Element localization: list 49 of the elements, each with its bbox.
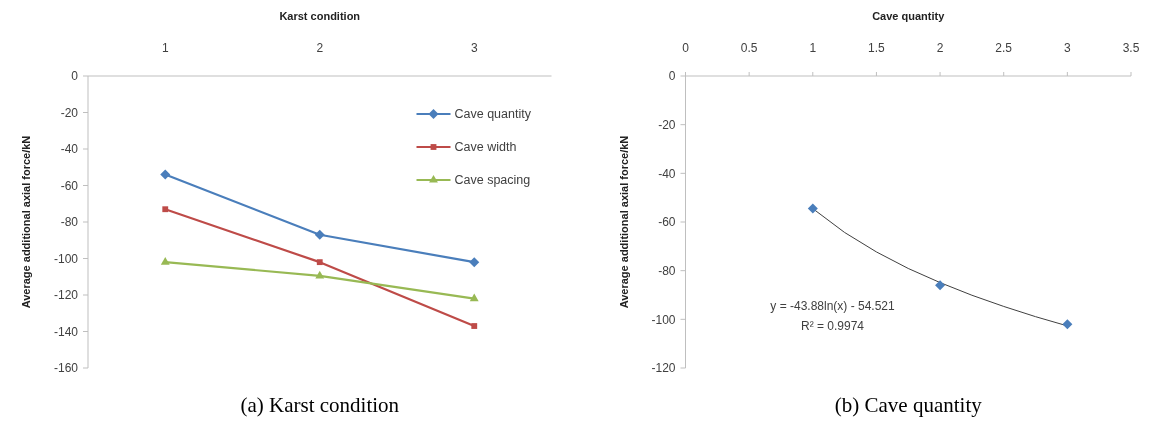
text: (a) Karst condition	[240, 393, 400, 417]
x-tick-label: 3	[1064, 41, 1072, 55]
x-tick-label: 1	[809, 41, 817, 55]
x-tick-label: 3	[470, 41, 478, 55]
point	[1062, 319, 1073, 330]
point	[469, 257, 480, 268]
point	[314, 229, 325, 240]
y-tick-label: -160	[53, 361, 79, 376]
y-tick-label: -80	[60, 215, 79, 230]
point	[160, 169, 171, 180]
legend-label: Cave spacing	[454, 173, 531, 188]
y-tick-label: 0	[71, 69, 79, 84]
y-axis-title: Average additional axial force/kN	[617, 135, 630, 309]
annotation: R² = 0.9974	[800, 319, 865, 333]
x-axis-title: Karst condition	[279, 10, 361, 22]
y-axis-title: Average additional axial force/kN	[20, 135, 32, 309]
x-tick-label: 1.5	[868, 41, 886, 55]
legend-label: Cave quantity	[454, 107, 532, 122]
y-tick-label: -60	[60, 178, 79, 193]
x-tick-label: 2.5	[995, 41, 1013, 55]
x-tick-label: 0	[682, 41, 690, 55]
y-tick-label: -20	[60, 105, 79, 120]
y-tick-label: -40	[658, 166, 676, 181]
point	[316, 259, 323, 266]
y-tick-label: -100	[651, 312, 676, 327]
x-tick-label: 2	[316, 41, 324, 55]
x-tick-label: 0.5	[740, 41, 758, 55]
text: (b) Cave quantity	[834, 393, 983, 417]
y-tick-label: -40	[60, 142, 79, 157]
y-tick-label: -120	[53, 288, 79, 303]
y-tick-label: 0	[668, 69, 676, 84]
y-tick-label: -140	[53, 324, 79, 339]
point	[807, 203, 818, 214]
point	[160, 257, 170, 265]
y-tick-label: -60	[658, 215, 676, 230]
point	[935, 280, 946, 291]
y-tick-label: -80	[658, 263, 676, 278]
x-tick-label: 3.5	[1122, 41, 1140, 55]
point	[471, 323, 478, 329]
point	[162, 206, 169, 213]
y-tick-label: -20	[658, 117, 676, 132]
x-tick-label: 2	[936, 41, 944, 55]
y-tick-label: -120	[651, 361, 676, 376]
x-tick-label: 1	[161, 41, 169, 55]
legend-label: Cave width	[454, 140, 517, 155]
annotation: y = -43.88ln(x) - 54.521	[770, 299, 896, 313]
x-axis-title: Cave quantity	[872, 10, 946, 22]
point	[469, 293, 479, 302]
y-tick-label: -100	[53, 251, 79, 266]
